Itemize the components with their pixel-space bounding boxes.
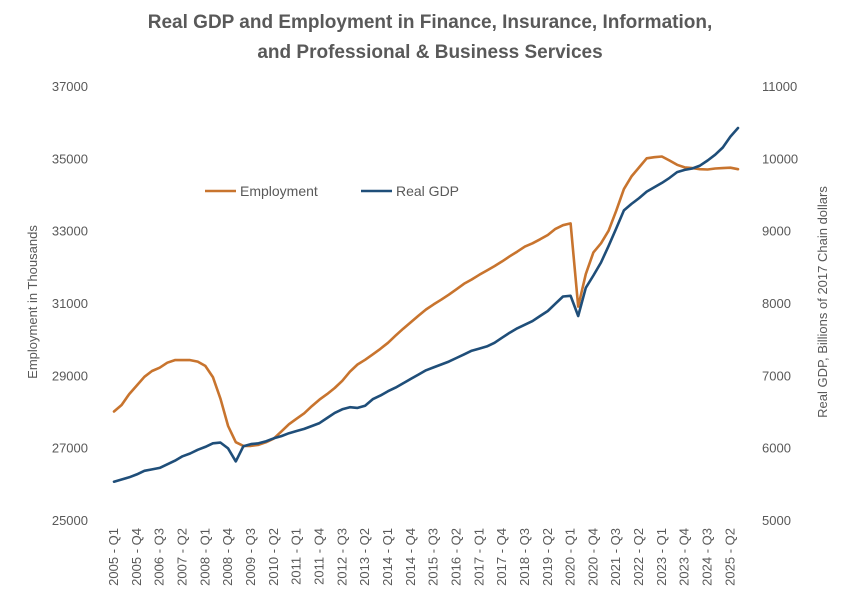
x-tick-label: 2016 - Q2 — [448, 528, 463, 586]
x-tick-label: 2017 - Q1 — [471, 528, 486, 586]
x-tick-label: 2013 - Q2 — [357, 528, 372, 586]
x-tick-label: 2020 - Q4 — [585, 528, 600, 586]
right-axis-ticks: 5000 6000 7000 8000 9000 10000 11000 — [762, 79, 798, 528]
x-tick-label: 2023 - Q4 — [677, 528, 692, 586]
series-line-real-gdp — [112, 126, 740, 484]
legend-label-employment: Employment — [240, 183, 318, 199]
right-tick-label: 9000 — [762, 224, 791, 239]
x-tick-label: 2022 - Q2 — [631, 528, 646, 586]
chart-title: Real GDP and Employment in Finance, Insu… — [148, 12, 712, 33]
x-axis-ticks: 2005 - Q1 2005 - Q4 2006 - Q3 2007 - Q2 2008… — [106, 528, 737, 586]
right-tick-label: 5000 — [762, 513, 791, 528]
left-axis-label: Employment in Thousands — [25, 225, 40, 379]
legend-label-real-gdp: Real GDP — [396, 183, 459, 199]
x-tick-label: 2019 - Q2 — [540, 528, 555, 586]
series-lines — [112, 126, 740, 484]
x-tick-label: 2008 - Q4 — [220, 528, 235, 586]
left-tick-label: 35000 — [52, 151, 88, 166]
x-tick-label: 2014 - Q4 — [403, 528, 418, 586]
right-tick-label: 7000 — [762, 368, 791, 383]
x-tick-label: 2006 - Q3 — [152, 528, 167, 586]
right-tick-label: 6000 — [762, 441, 791, 456]
right-tick-label: 10000 — [762, 151, 798, 166]
x-tick-label: 2023 - Q1 — [654, 528, 669, 586]
left-tick-label: 37000 — [52, 79, 88, 94]
x-tick-label: 2018 - Q3 — [517, 528, 532, 586]
x-tick-label: 2025 - Q2 — [722, 528, 737, 586]
x-tick-label: 2024 - Q3 — [700, 528, 715, 586]
left-tick-label: 27000 — [52, 441, 88, 456]
chart-subtitle: and Professional & Business Services — [257, 42, 602, 63]
x-tick-label: 2007 - Q2 — [175, 528, 190, 586]
x-tick-label: 2008 - Q1 — [197, 528, 212, 586]
x-tick-label: 2011 - Q4 — [312, 528, 327, 585]
x-tick-label: 2011 - Q1 — [289, 528, 304, 585]
left-tick-label: 29000 — [52, 368, 88, 383]
right-tick-label: 8000 — [762, 296, 791, 311]
left-tick-label: 25000 — [52, 513, 88, 528]
left-tick-label: 33000 — [52, 224, 88, 239]
right-tick-label: 11000 — [762, 79, 797, 94]
x-tick-label: 2010 - Q2 — [266, 528, 281, 586]
x-tick-label: 2005 - Q4 — [129, 528, 144, 586]
series-line-employment — [112, 155, 740, 448]
legend: Employment Real GDP — [205, 183, 459, 199]
x-tick-label: 2015 - Q3 — [426, 528, 441, 586]
left-tick-label: 31000 — [52, 296, 88, 311]
x-tick-label: 2021 - Q3 — [608, 528, 623, 586]
left-axis-ticks: 25000 27000 29000 31000 33000 35000 37000 — [52, 79, 88, 528]
x-tick-label: 2017 - Q4 — [494, 528, 509, 586]
x-tick-label: 2009 - Q3 — [243, 528, 258, 586]
x-tick-label: 2012 - Q3 — [334, 528, 349, 586]
x-tick-label: 2005 - Q1 — [106, 528, 121, 586]
x-tick-label: 2020 - Q1 — [563, 528, 578, 586]
x-tick-label: 2014 - Q1 — [380, 528, 395, 586]
right-axis-label: Real GDP, Billions of 2017 Chain dollars — [815, 186, 830, 418]
